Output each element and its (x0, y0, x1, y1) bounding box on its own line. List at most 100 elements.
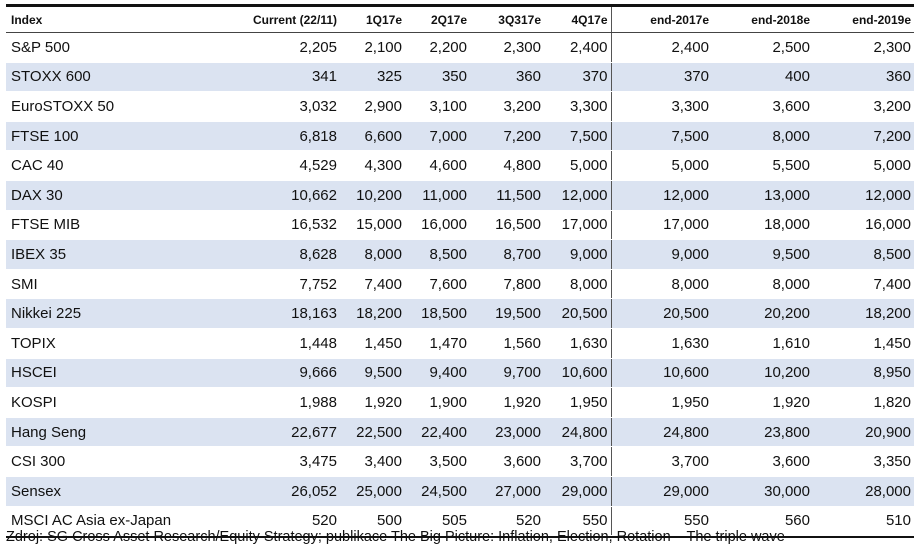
value-cell: 520 (213, 506, 340, 537)
value-cell: 16,532 (213, 210, 340, 241)
value-cell: 9,500 (712, 239, 813, 270)
value-cell: 9,500 (340, 358, 405, 389)
value-cell: 3,200 (813, 91, 914, 122)
value-cell: 1,450 (813, 328, 914, 359)
value-cell: 3,600 (712, 446, 813, 477)
value-cell: 3,700 (610, 446, 712, 477)
column-header: 1Q17e (340, 7, 405, 33)
value-cell: 20,500 (610, 298, 712, 329)
value-cell: 325 (340, 62, 405, 93)
value-cell: 3,200 (470, 91, 544, 122)
table-row: KOSPI 1,988 1,920 1,900 1,920 1,950 1,950 1,920… (6, 387, 914, 418)
value-cell: 4,800 (470, 150, 544, 181)
value-cell: 8,500 (405, 239, 470, 270)
value-cell: 16,000 (405, 210, 470, 241)
table-row: EuroSTOXX 50 3,032 2,900 3,100 3,200 3,300 3,3… (6, 91, 914, 122)
value-cell: 4,300 (340, 150, 405, 181)
value-cell: 1,988 (213, 387, 340, 418)
value-cell: 7,500 (610, 121, 712, 152)
table-row: FTSE MIB 16,532 15,000 16,000 16,500 17,000 17… (6, 210, 914, 241)
index-name-cell: Nikkei 225 (6, 298, 213, 329)
value-cell: 2,300 (813, 32, 914, 63)
value-cell: 2,205 (213, 32, 340, 63)
value-cell: 7,200 (813, 121, 914, 152)
index-name-cell: SMI (6, 269, 213, 300)
value-cell: 3,600 (712, 91, 813, 122)
value-cell: 3,300 (544, 91, 611, 122)
value-cell: 7,400 (813, 269, 914, 300)
value-cell: 7,200 (470, 121, 544, 152)
index-name-cell: FTSE MIB (6, 210, 213, 241)
value-cell: 18,200 (813, 298, 914, 329)
value-cell: 16,000 (813, 210, 914, 241)
table-row: TOPIX 1,448 1,450 1,470 1,560 1,630 1,630 1,610… (6, 328, 914, 359)
value-cell: 8,000 (544, 269, 611, 300)
value-cell: 10,200 (340, 180, 405, 211)
value-cell: 1,820 (813, 387, 914, 418)
value-cell: 3,350 (813, 446, 914, 477)
column-header: 3Q317e (470, 7, 544, 33)
table-row: FTSE 100 6,818 6,600 7,000 7,200 7,500 7,500 8,… (6, 121, 914, 152)
value-cell: 8,000 (610, 269, 712, 300)
value-cell: 370 (610, 62, 712, 93)
value-cell: 5,000 (544, 150, 611, 181)
table-row: SMI 7,752 7,400 7,600 7,800 8,000 8,000 8,000 7,… (6, 269, 914, 300)
value-cell: 13,000 (712, 180, 813, 211)
value-cell: 7,500 (544, 121, 611, 152)
value-cell: 341 (213, 62, 340, 93)
value-cell: 3,032 (213, 91, 340, 122)
value-cell: 2,400 (544, 32, 611, 63)
value-cell: 510 (813, 506, 914, 537)
value-cell: 5,500 (712, 150, 813, 181)
bottom-rule (6, 536, 914, 539)
value-cell: 10,600 (544, 358, 611, 389)
value-cell: 1,920 (340, 387, 405, 418)
value-cell: 1,448 (213, 328, 340, 359)
index-name-cell: S&P 500 (6, 32, 213, 63)
value-cell: 360 (813, 62, 914, 93)
forecast-table-container: Index Current (22/11) 1Q17e 2Q17e 3Q317e 4Q17… (6, 4, 914, 539)
value-cell: 3,500 (405, 446, 470, 477)
value-cell: 8,000 (340, 239, 405, 270)
value-cell: 560 (712, 506, 813, 537)
value-cell: 29,000 (610, 476, 712, 507)
value-cell: 5,000 (610, 150, 712, 181)
value-cell: 7,000 (405, 121, 470, 152)
column-header: Current (22/11) (213, 7, 340, 33)
value-cell: 16,500 (470, 210, 544, 241)
index-forecast-table: Index Current (22/11) 1Q17e 2Q17e 3Q317e 4Q17… (6, 7, 914, 537)
value-cell: 12,000 (813, 180, 914, 211)
column-header: end-2019e (813, 7, 914, 33)
value-cell: 360 (470, 62, 544, 93)
value-cell: 550 (544, 506, 611, 537)
column-header: end-2018e (712, 7, 813, 33)
value-cell: 520 (470, 506, 544, 537)
table-row: S&P 500 2,205 2,100 2,200 2,300 2,400 2,400 2,5… (6, 32, 914, 63)
value-cell: 24,800 (544, 417, 611, 448)
index-name-cell: Hang Seng (6, 417, 213, 448)
value-cell: 11,500 (470, 180, 544, 211)
index-name-cell: CAC 40 (6, 150, 213, 181)
value-cell: 505 (405, 506, 470, 537)
value-cell: 20,200 (712, 298, 813, 329)
value-cell: 20,900 (813, 417, 914, 448)
table-row: Hang Seng 22,677 22,500 22,400 23,000 24,800 2… (6, 417, 914, 448)
index-name-cell: HSCEI (6, 358, 213, 389)
value-cell: 1,900 (405, 387, 470, 418)
value-cell: 25,000 (340, 476, 405, 507)
value-cell: 1,950 (544, 387, 611, 418)
index-name-cell: IBEX 35 (6, 239, 213, 270)
value-cell: 8,000 (712, 121, 813, 152)
index-name-cell: Sensex (6, 476, 213, 507)
column-header: 4Q17e (544, 7, 611, 33)
index-name-cell: MSCI AC Asia ex-Japan (6, 506, 213, 537)
table-row: DAX 30 10,662 10,200 11,000 11,500 12,000 12,0… (6, 180, 914, 211)
value-cell: 26,052 (213, 476, 340, 507)
value-cell: 8,628 (213, 239, 340, 270)
value-cell: 3,600 (470, 446, 544, 477)
value-cell: 17,000 (544, 210, 611, 241)
value-cell: 19,500 (470, 298, 544, 329)
value-cell: 8,950 (813, 358, 914, 389)
index-name-cell: CSI 300 (6, 446, 213, 477)
value-cell: 9,000 (544, 239, 611, 270)
